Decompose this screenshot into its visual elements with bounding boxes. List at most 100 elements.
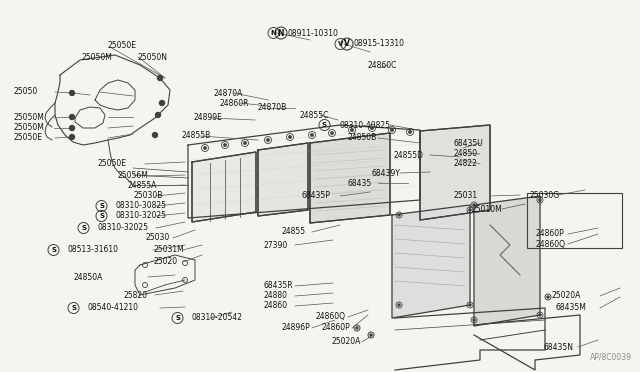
Circle shape xyxy=(159,100,164,106)
Text: 24855A: 24855A xyxy=(128,182,157,190)
Text: 08911-10310: 08911-10310 xyxy=(287,29,338,38)
Circle shape xyxy=(469,209,471,211)
Circle shape xyxy=(351,129,353,131)
Text: 24860R: 24860R xyxy=(220,99,250,108)
Text: 24850: 24850 xyxy=(453,150,477,158)
Circle shape xyxy=(398,304,400,306)
Text: 68435M: 68435M xyxy=(556,304,587,312)
Circle shape xyxy=(152,132,157,138)
Text: 24855: 24855 xyxy=(282,228,306,237)
Circle shape xyxy=(539,199,541,201)
Text: 24860P: 24860P xyxy=(535,230,564,238)
Text: 68435: 68435 xyxy=(348,179,372,187)
Text: 25010M: 25010M xyxy=(472,205,503,214)
Text: 08310-20542: 08310-20542 xyxy=(192,314,243,323)
Polygon shape xyxy=(474,196,540,326)
Text: 25031: 25031 xyxy=(453,192,477,201)
Text: 24860C: 24860C xyxy=(368,61,397,70)
Circle shape xyxy=(356,327,358,329)
Text: AP/8C0039: AP/8C0039 xyxy=(590,353,632,362)
Circle shape xyxy=(156,112,161,118)
Text: 24855C: 24855C xyxy=(300,110,330,119)
Text: 24855B: 24855B xyxy=(181,131,211,141)
Text: 24899E: 24899E xyxy=(194,113,223,122)
Text: S: S xyxy=(51,247,56,253)
Circle shape xyxy=(70,90,74,96)
Text: 24870A: 24870A xyxy=(213,89,243,97)
Circle shape xyxy=(267,139,269,141)
Circle shape xyxy=(391,129,393,131)
Circle shape xyxy=(473,319,475,321)
Text: 68439Y: 68439Y xyxy=(372,169,401,177)
Text: 25820: 25820 xyxy=(124,291,148,299)
Text: 08540-41210: 08540-41210 xyxy=(88,304,139,312)
Text: 25050E: 25050E xyxy=(108,42,137,51)
Text: 68435N: 68435N xyxy=(543,343,573,352)
Circle shape xyxy=(409,131,412,133)
Text: 25050E: 25050E xyxy=(14,134,43,142)
Text: 68435P: 68435P xyxy=(302,192,331,201)
Text: 25030: 25030 xyxy=(145,234,169,243)
Text: 25050M: 25050M xyxy=(14,124,45,132)
Text: 25056M: 25056M xyxy=(118,171,149,180)
Text: 25020A: 25020A xyxy=(551,292,580,301)
Text: 08310-40825: 08310-40825 xyxy=(340,121,391,129)
Polygon shape xyxy=(310,133,390,223)
Text: S: S xyxy=(71,305,76,311)
Text: 25020: 25020 xyxy=(153,257,177,266)
Text: V: V xyxy=(344,39,350,48)
Text: S: S xyxy=(99,213,104,219)
Text: S: S xyxy=(322,122,327,128)
Circle shape xyxy=(157,76,163,80)
Text: 08310-32025: 08310-32025 xyxy=(116,212,167,221)
Text: 25020A: 25020A xyxy=(332,337,362,346)
Text: S: S xyxy=(99,203,104,209)
Polygon shape xyxy=(258,143,308,216)
Text: 08310-30825: 08310-30825 xyxy=(116,202,167,211)
Circle shape xyxy=(398,214,400,216)
Text: 25030G: 25030G xyxy=(530,190,560,199)
Text: 68435U: 68435U xyxy=(453,138,483,148)
Text: 08310-32025: 08310-32025 xyxy=(98,224,149,232)
Polygon shape xyxy=(192,152,256,222)
Text: 08915-13310: 08915-13310 xyxy=(354,39,405,48)
Polygon shape xyxy=(392,205,470,318)
Text: 25050E: 25050E xyxy=(98,160,127,169)
Text: 24870B: 24870B xyxy=(258,103,287,112)
Circle shape xyxy=(244,142,246,144)
Text: 24860P: 24860P xyxy=(321,324,349,333)
Text: 25030B: 25030B xyxy=(133,192,163,201)
Text: 25050M: 25050M xyxy=(82,52,113,61)
Text: 25050: 25050 xyxy=(14,87,38,96)
Text: 68435R: 68435R xyxy=(263,282,292,291)
Text: 24855D: 24855D xyxy=(393,151,423,160)
Circle shape xyxy=(539,314,541,316)
Circle shape xyxy=(473,204,475,206)
Circle shape xyxy=(70,135,74,140)
Circle shape xyxy=(224,144,226,146)
Text: V: V xyxy=(338,41,343,47)
Circle shape xyxy=(371,127,373,129)
Circle shape xyxy=(331,132,333,134)
Text: S: S xyxy=(81,225,86,231)
Circle shape xyxy=(204,147,206,149)
Text: N: N xyxy=(271,30,276,36)
Text: 08513-31610: 08513-31610 xyxy=(68,246,119,254)
Circle shape xyxy=(469,304,471,306)
Text: 25050N: 25050N xyxy=(138,52,168,61)
Polygon shape xyxy=(420,125,490,220)
Text: 24822: 24822 xyxy=(453,160,477,169)
Text: 24850B: 24850B xyxy=(348,134,377,142)
Text: 27390: 27390 xyxy=(264,241,288,250)
Text: 24896P: 24896P xyxy=(281,324,310,333)
Circle shape xyxy=(547,296,549,298)
Text: 25031M: 25031M xyxy=(153,246,184,254)
Circle shape xyxy=(70,115,74,119)
Text: 24860Q: 24860Q xyxy=(316,312,346,321)
Text: N: N xyxy=(278,29,284,38)
Text: 25050M: 25050M xyxy=(14,112,45,122)
Circle shape xyxy=(70,125,74,131)
Circle shape xyxy=(370,334,372,336)
Circle shape xyxy=(311,134,313,136)
Circle shape xyxy=(289,136,291,138)
